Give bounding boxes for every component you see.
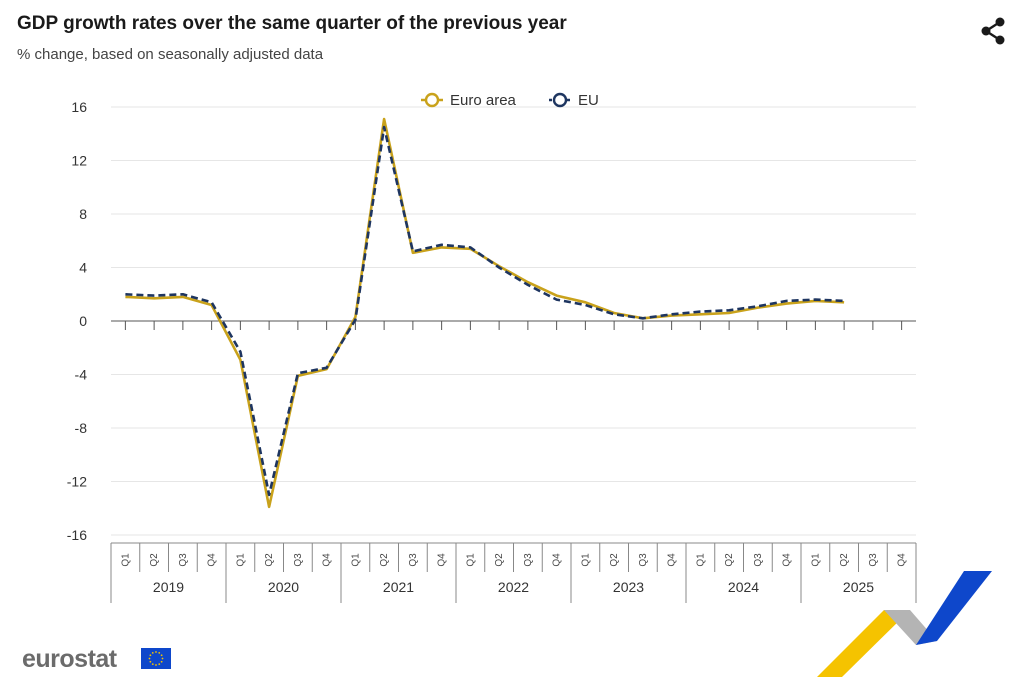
eu-flag-star	[149, 654, 152, 657]
x-quarter-label: Q4	[207, 553, 218, 567]
x-year-label: 2019	[153, 579, 184, 595]
eurostat-logo: eurostat	[22, 645, 117, 673]
eu-flag-star	[161, 657, 164, 660]
eu-flag-star	[151, 651, 154, 654]
x-quarter-label: Q1	[235, 553, 246, 567]
y-tick-label: 16	[71, 99, 87, 115]
ribbon-yellow-band	[817, 610, 910, 677]
x-quarter-label: Q3	[523, 553, 534, 567]
eurostat-ribbon-graphic	[812, 565, 1002, 690]
x-year-label: 2025	[843, 579, 874, 595]
x-quarter-label: Q3	[408, 553, 419, 567]
x-quarter-label: Q1	[120, 553, 131, 567]
y-tick-label: 0	[79, 313, 87, 329]
x-quarter-label: Q1	[810, 553, 821, 567]
eu-flag-star	[151, 663, 154, 666]
eu-flag-star	[160, 654, 163, 657]
legend-label: EU	[578, 92, 599, 109]
x-quarter-label: Q2	[149, 553, 160, 567]
x-quarter-label: Q3	[178, 553, 189, 567]
gdp-line-chart: -16 -12 -8 -4 0 4 8 12 16 Q1 Q2 Q3 Q4 Q1 Q2 Q3 Q4 Q1 Q2 Q3 Q…	[67, 92, 917, 603]
y-tick-label: -8	[75, 420, 88, 436]
share-icon[interactable]	[978, 16, 1008, 46]
series-line-euro-area	[125, 117, 845, 509]
x-quarter-label: Q4	[322, 553, 333, 567]
x-quarter-label: Q1	[350, 553, 361, 567]
x-year-label: 2024	[728, 579, 759, 595]
x-quarter-label: Q3	[753, 553, 764, 567]
x-year-label: 2020	[268, 579, 299, 595]
x-quarter-label: Q4	[897, 553, 908, 567]
x-quarter-label: Q3	[293, 553, 304, 567]
legend-swatch-marker	[424, 92, 440, 108]
x-quarter-label: Q1	[580, 553, 591, 567]
x-quarter-label: Q3	[638, 553, 649, 567]
x-quarter-label: Q4	[782, 553, 793, 567]
x-quarter-label: Q2	[264, 553, 275, 567]
chart-subtitle: % change, based on seasonally adjusted d…	[17, 46, 324, 63]
x-quarter-label: Q2	[379, 553, 390, 567]
x-quarter-label: Q1	[465, 553, 476, 567]
x-quarter-label: Q3	[868, 553, 879, 567]
x-quarter-label: Q2	[609, 553, 620, 567]
x-quarter-label: Q2	[839, 553, 850, 567]
eu-flag-star	[155, 664, 157, 666]
eu-flag-star	[155, 651, 157, 653]
legend-swatch-marker	[552, 92, 568, 108]
x-quarter-label: Q4	[667, 553, 678, 567]
eu-flag-star	[160, 660, 163, 663]
x-quarter-label: Q2	[494, 553, 505, 567]
y-tick-label: 8	[79, 206, 87, 222]
y-tick-label: -16	[67, 527, 87, 543]
x-year-label: 2023	[613, 579, 644, 595]
x-quarter-label: Q2	[724, 553, 735, 567]
legend-label: Euro area	[450, 92, 517, 109]
y-tick-label: 4	[79, 260, 87, 276]
y-tick-label: 12	[71, 153, 87, 169]
eu-flag-star	[158, 663, 161, 666]
x-quarter-label: Q1	[695, 553, 706, 567]
ribbon-blue-band	[916, 571, 992, 645]
eu-flag-star	[148, 657, 151, 660]
eu-flag-star	[158, 651, 161, 654]
eu-flag-star	[149, 660, 152, 663]
legend-item: Euro area	[421, 92, 517, 109]
legend-item: EU	[549, 92, 599, 109]
chart-title: GDP growth rates over the same quarter o…	[17, 13, 567, 34]
y-tick-label: -12	[67, 474, 87, 490]
y-tick-label: -4	[75, 367, 88, 383]
x-quarter-label: Q4	[552, 553, 563, 567]
x-year-label: 2022	[498, 579, 529, 595]
x-quarter-label: Q4	[437, 553, 448, 567]
eu-flag-icon	[141, 648, 171, 674]
x-year-label: 2021	[383, 579, 414, 595]
series-line-eu	[125, 125, 845, 497]
eu-flag-background	[141, 648, 171, 669]
